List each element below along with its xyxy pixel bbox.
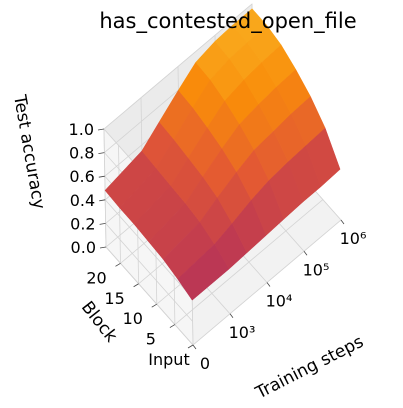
- z-tick-label: 0.0: [71, 238, 96, 257]
- z-tick-mark: [99, 223, 106, 225]
- y-tick-mark: [187, 344, 194, 349]
- x-tick-mark: [303, 251, 308, 256]
- x-tick-label: 10³: [229, 323, 256, 342]
- z-tick-label: 0.4: [70, 191, 95, 210]
- z-tick-mark: [99, 199, 106, 202]
- y-tick-label: 20: [86, 268, 106, 287]
- surface-plot: [104, 8, 341, 301]
- y-tick-label: Input: [148, 350, 189, 369]
- y-tick-mark: [151, 303, 157, 308]
- y-tick-mark: [115, 262, 121, 267]
- chart-title: has_contested_open_file: [99, 9, 356, 34]
- z-tick-label: 1.0: [69, 120, 94, 139]
- z-axis-label: Test accuracy: [9, 92, 49, 210]
- x-tick-label: 10⁴: [266, 292, 293, 311]
- y-tick-label: 15: [104, 289, 124, 308]
- surface-facet: [305, 127, 341, 188]
- x-tick-mark: [192, 344, 197, 350]
- x-tick-mark: [229, 313, 234, 318]
- z-tick-label: 0.2: [70, 214, 95, 233]
- z-tick-label: 0.8: [69, 144, 94, 163]
- z-tick-label: 0.6: [69, 167, 94, 186]
- x-tick-mark: [340, 219, 345, 225]
- x-tick-label: 10⁵: [303, 260, 330, 279]
- y-tick-label: 10: [123, 309, 143, 328]
- x-tick-mark: [266, 282, 271, 287]
- y-tick-mark: [169, 324, 176, 328]
- y-tick-mark: [133, 283, 139, 288]
- x-tick-label: 10⁶: [340, 229, 367, 248]
- z-tick-mark: [99, 246, 107, 249]
- z-tick-mark: [98, 175, 105, 178]
- y-tick-label: 5: [146, 330, 156, 349]
- z-tick-mark: [97, 128, 105, 131]
- x-axis-label: Training steps: [252, 332, 367, 404]
- z-tick-mark: [98, 152, 105, 154]
- x-tick-label: 0: [200, 354, 210, 373]
